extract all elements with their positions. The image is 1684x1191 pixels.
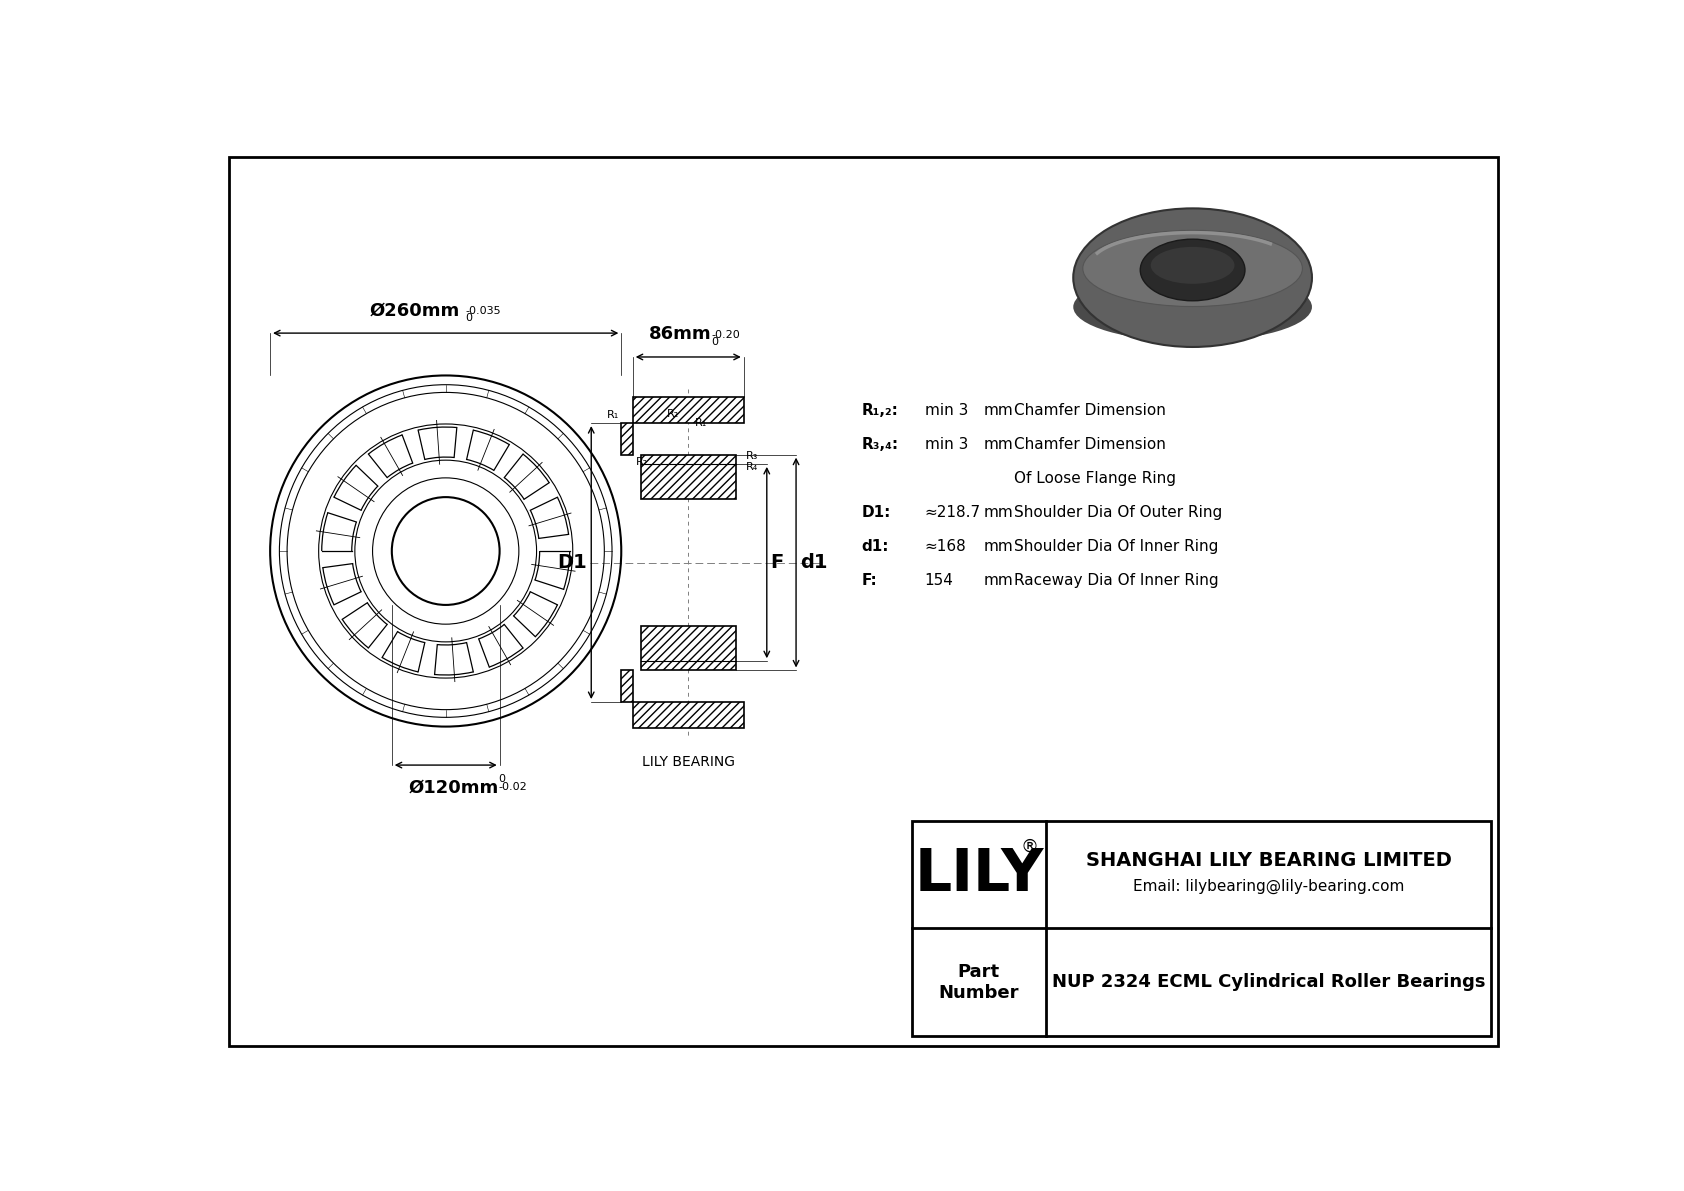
Text: 0: 0	[465, 313, 472, 323]
Polygon shape	[633, 397, 744, 423]
Text: ®: ®	[1021, 837, 1039, 855]
Text: Email: lilybearing@lily-bearing.com: Email: lilybearing@lily-bearing.com	[1133, 879, 1404, 894]
Text: Part
Number: Part Number	[938, 962, 1019, 1002]
Polygon shape	[640, 626, 736, 671]
Polygon shape	[620, 423, 633, 455]
Ellipse shape	[1140, 239, 1244, 301]
Text: Ø120mm: Ø120mm	[408, 779, 498, 797]
Text: mm: mm	[983, 573, 1012, 587]
Text: Of Loose Flange Ring: Of Loose Flange Ring	[1014, 470, 1175, 486]
Text: LILY: LILY	[914, 846, 1044, 903]
Ellipse shape	[1083, 230, 1302, 306]
Text: Ø260mm: Ø260mm	[370, 301, 460, 319]
Text: R₃: R₃	[746, 451, 758, 461]
Ellipse shape	[1073, 208, 1312, 347]
Text: 0: 0	[711, 337, 719, 347]
Text: ≈168: ≈168	[925, 538, 967, 554]
Text: ≈218.7: ≈218.7	[925, 505, 980, 519]
Text: -0.035: -0.035	[465, 306, 500, 316]
Polygon shape	[620, 671, 633, 701]
Text: Chamfer Dimension: Chamfer Dimension	[1014, 404, 1165, 418]
Text: min 3: min 3	[925, 404, 968, 418]
Text: F:: F:	[862, 573, 877, 587]
Text: LILY BEARING: LILY BEARING	[642, 755, 734, 769]
Text: -0.20: -0.20	[711, 330, 739, 341]
Text: NUP 2324 ECML Cylindrical Roller Bearings: NUP 2324 ECML Cylindrical Roller Bearing…	[1052, 973, 1485, 991]
Text: R₃,₄:: R₃,₄:	[862, 437, 899, 453]
Polygon shape	[640, 455, 736, 499]
Text: R₄: R₄	[746, 462, 758, 472]
Text: mm: mm	[983, 437, 1012, 453]
Ellipse shape	[1150, 247, 1234, 283]
Text: d1: d1	[800, 553, 827, 572]
Text: 86mm: 86mm	[650, 325, 712, 343]
Ellipse shape	[1073, 273, 1312, 342]
Text: R₁: R₁	[694, 418, 707, 429]
Text: Shoulder Dia Of Outer Ring: Shoulder Dia Of Outer Ring	[1014, 505, 1223, 519]
Text: d1:: d1:	[862, 538, 889, 554]
Text: R₁: R₁	[606, 410, 620, 420]
Text: D1:: D1:	[862, 505, 891, 519]
Text: R₁,₂:: R₁,₂:	[862, 404, 898, 418]
Text: 154: 154	[925, 573, 953, 587]
Text: mm: mm	[983, 404, 1012, 418]
Text: mm: mm	[983, 538, 1012, 554]
Text: R₂: R₂	[637, 457, 648, 468]
Text: 0: 0	[498, 774, 505, 785]
Polygon shape	[633, 701, 744, 728]
Text: mm: mm	[983, 505, 1012, 519]
Text: R₂: R₂	[667, 409, 679, 419]
Text: Chamfer Dimension: Chamfer Dimension	[1014, 437, 1165, 453]
Text: Shoulder Dia Of Inner Ring: Shoulder Dia Of Inner Ring	[1014, 538, 1218, 554]
Text: D1: D1	[557, 553, 586, 572]
Text: Raceway Dia Of Inner Ring: Raceway Dia Of Inner Ring	[1014, 573, 1219, 587]
Text: SHANGHAI LILY BEARING LIMITED: SHANGHAI LILY BEARING LIMITED	[1086, 852, 1452, 871]
Text: -0.02: -0.02	[498, 782, 527, 792]
Bar	[911, 821, 1492, 1036]
Text: F: F	[771, 553, 783, 572]
Text: min 3: min 3	[925, 437, 968, 453]
